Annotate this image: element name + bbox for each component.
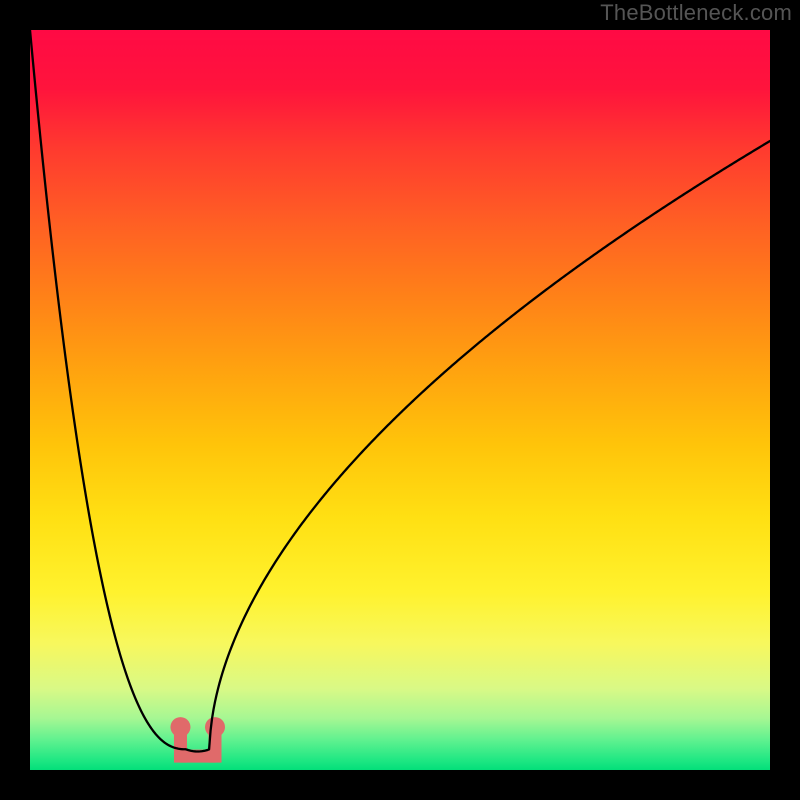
bottleneck-curve-chart — [0, 0, 800, 800]
watermark-text: TheBottleneck.com — [600, 0, 792, 26]
gradient-background — [30, 30, 770, 770]
dip-right-cap — [205, 717, 225, 737]
dip-left-cap — [170, 717, 190, 737]
chart-stage: TheBottleneck.com — [0, 0, 800, 800]
